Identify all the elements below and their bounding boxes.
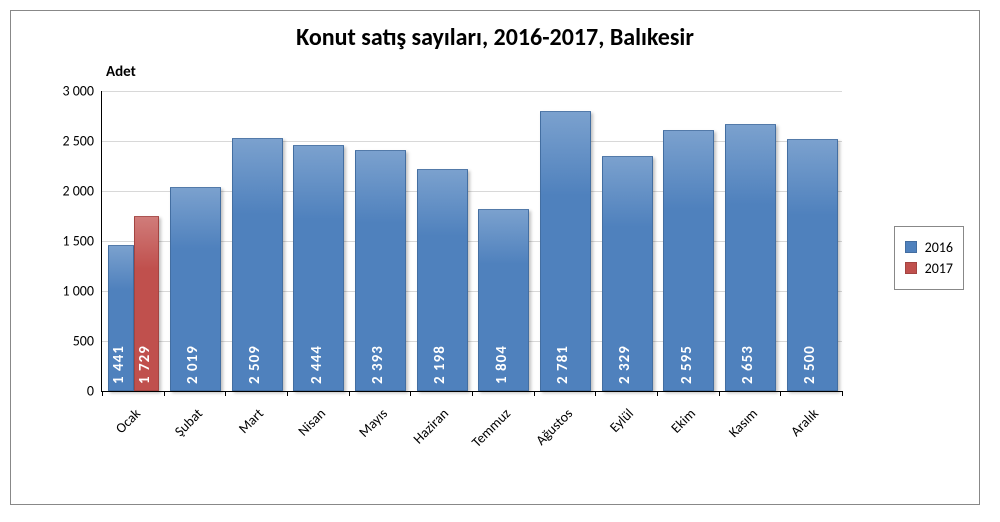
y-tick-label: 3 000	[62, 83, 94, 100]
x-tick-label: Eylül	[606, 405, 637, 436]
x-tick-label: Aralık	[787, 405, 822, 440]
bar-value-label: 2 198	[431, 345, 449, 384]
legend-item-2016: 2016	[905, 239, 953, 256]
x-tick-label: Haziran	[410, 405, 452, 447]
bar: 2 500	[787, 139, 838, 391]
bar: 1 729	[134, 216, 159, 391]
bar-value-label: 1 441	[110, 345, 128, 384]
bar-value-label: 2 393	[369, 345, 387, 384]
x-tick-area: Ocak Şubat Mart Nisan Mayıs Haziran Temmuz Ağus…	[101, 391, 841, 461]
legend: 2016 2017	[894, 226, 964, 290]
bar: 1 804	[478, 209, 529, 391]
x-tick-label: Mayıs	[355, 405, 391, 441]
bar-value-label: 1 729	[136, 345, 154, 384]
bar: 2 595	[663, 130, 714, 392]
legend-item-2017: 2017	[905, 260, 953, 277]
y-tick-label: 1 500	[62, 233, 94, 250]
bar: 2 444	[293, 145, 344, 391]
bar-value-label: 2 500	[801, 345, 819, 384]
x-tick-label: Ağustos	[532, 405, 576, 449]
chart-title: Konut satış sayıları, 2016-2017, Balıkes…	[11, 23, 979, 52]
chart-container: Konut satış sayıları, 2016-2017, Balıkes…	[10, 10, 980, 505]
y-tick-label: 2 000	[62, 183, 94, 200]
bar: 2 198	[417, 169, 468, 391]
grid-line	[102, 91, 842, 92]
x-tick-label: Nisan	[294, 405, 329, 440]
bar: 2 781	[540, 111, 591, 391]
bar: 2 509	[232, 138, 283, 391]
legend-label-2016: 2016	[925, 239, 953, 256]
bar-value-label: 2 444	[308, 345, 326, 384]
bar: 1 441	[108, 245, 133, 391]
x-tick-label: Ekim	[667, 405, 699, 437]
bar: 2 329	[602, 156, 653, 391]
bar-value-label: 2 595	[678, 345, 696, 384]
bar: 2 019	[170, 187, 221, 391]
y-tick-label: 1 000	[62, 283, 94, 300]
bar-value-label: 2 509	[246, 345, 264, 384]
x-tick-label: Şubat	[171, 405, 206, 440]
y-tick-label: 0	[87, 383, 94, 400]
y-tick-label: 500	[73, 333, 94, 350]
x-tick-label: Mart	[235, 405, 267, 437]
bar-value-label: 2 653	[739, 345, 757, 384]
y-axis-title: Adet	[106, 63, 136, 81]
bar-value-label: 2 019	[184, 345, 202, 384]
legend-swatch-2017	[905, 262, 917, 274]
x-tick-label: Ocak	[112, 405, 144, 437]
y-tick-label: 2 500	[62, 133, 94, 150]
bar: 2 393	[355, 150, 406, 391]
x-tick-label: Kasım	[725, 405, 761, 441]
bar-value-label: 2 329	[616, 345, 634, 384]
x-tick-label: Temmuz	[468, 405, 514, 451]
bar-value-label: 1 804	[493, 345, 511, 384]
plot-area: 05001 0001 5002 0002 5003 0001 4411 7292…	[101, 91, 842, 392]
x-tick-mark	[842, 391, 843, 396]
legend-label-2017: 2017	[925, 260, 953, 277]
bar: 2 653	[725, 124, 776, 391]
legend-swatch-2016	[905, 241, 917, 253]
bar-value-label: 2 781	[554, 345, 572, 384]
